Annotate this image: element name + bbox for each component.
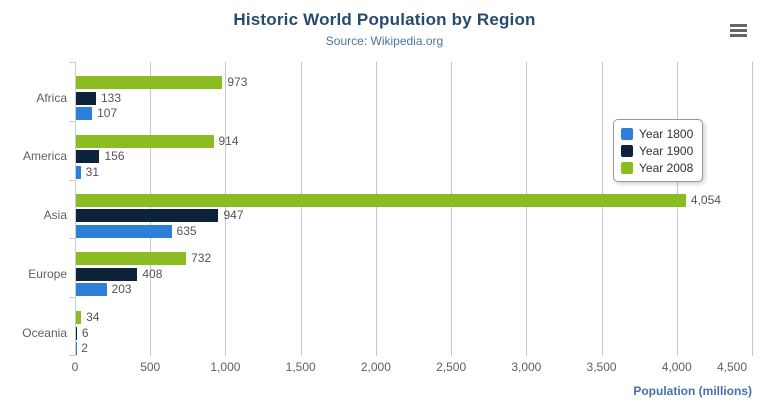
data-label: 34 bbox=[86, 310, 100, 325]
legend-label: Year 1800 bbox=[639, 126, 694, 141]
x-axis-tick-label: 4,500 bbox=[716, 360, 748, 374]
x-axis-tick-label: 1,000 bbox=[210, 360, 241, 374]
x-axis-tick-label: 2,500 bbox=[436, 360, 467, 374]
y-axis-tick bbox=[69, 238, 75, 239]
hamburger-icon bbox=[730, 23, 748, 37]
bar-asia-year-1900[interactable] bbox=[76, 209, 219, 223]
data-label: 133 bbox=[101, 90, 122, 105]
gridline bbox=[676, 62, 678, 356]
chart-title: Historic World Population by Region bbox=[233, 10, 536, 29]
category-label: Asia bbox=[43, 208, 67, 223]
legend: Year 1800 Year 1900 Year 2008 bbox=[613, 119, 704, 182]
legend-item-year-1900[interactable]: Year 1900 bbox=[621, 142, 693, 159]
y-axis-line bbox=[75, 62, 76, 356]
data-label: 973 bbox=[227, 75, 248, 89]
category-label: Europe bbox=[28, 266, 67, 281]
gridline bbox=[225, 62, 227, 356]
gridline bbox=[300, 62, 302, 356]
data-label: 408 bbox=[142, 266, 163, 281]
gridline bbox=[150, 62, 152, 356]
y-axis-tick bbox=[69, 297, 75, 298]
data-label: 156 bbox=[104, 149, 125, 164]
bar-asia-year-2008[interactable] bbox=[76, 193, 686, 207]
data-label: 6 bbox=[81, 325, 89, 340]
x-axis-tick-label: 2,000 bbox=[360, 360, 391, 374]
bar-europe-year-1800[interactable] bbox=[76, 283, 107, 297]
gridline bbox=[601, 62, 603, 356]
data-label: 203 bbox=[111, 282, 132, 297]
bar-america-year-1800[interactable] bbox=[76, 165, 81, 179]
data-label: 914 bbox=[218, 133, 239, 148]
chart-subtitle: Source: Wikipedia.org bbox=[325, 34, 444, 48]
legend-swatch-year-1800 bbox=[621, 127, 633, 140]
y-axis-tick bbox=[69, 355, 75, 356]
export-menu-button[interactable] bbox=[726, 19, 752, 41]
y-axis-tick bbox=[69, 180, 75, 181]
category-label: America bbox=[22, 149, 67, 164]
legend-swatch-year-1900 bbox=[621, 144, 633, 157]
x-axis-tick-label: 0 bbox=[71, 360, 79, 374]
data-label: 31 bbox=[85, 164, 100, 179]
x-axis-tick-label: 3,000 bbox=[511, 360, 542, 374]
bar-oceania-year-2008[interactable] bbox=[76, 311, 82, 325]
category-label: Africa bbox=[36, 90, 67, 105]
data-label: 635 bbox=[176, 223, 197, 238]
bar-oceania-year-1900[interactable] bbox=[76, 326, 77, 340]
bar-asia-year-1800[interactable] bbox=[76, 224, 172, 238]
data-label: 732 bbox=[191, 251, 212, 266]
gridline bbox=[375, 62, 377, 356]
x-axis-tick-label: 500 bbox=[140, 360, 161, 374]
legend-item-year-2008[interactable]: Year 2008 bbox=[621, 159, 693, 176]
gridline bbox=[526, 62, 528, 356]
category-label: Oceania bbox=[22, 325, 67, 340]
x-axis-tick-label: 1,500 bbox=[285, 360, 316, 374]
legend-swatch-year-2008 bbox=[621, 161, 633, 174]
x-axis-tick-label: 3,500 bbox=[586, 360, 617, 374]
bar-america-year-1900[interactable] bbox=[76, 150, 100, 164]
legend-label: Year 1900 bbox=[639, 143, 694, 158]
bar-africa-year-1900[interactable] bbox=[76, 91, 96, 105]
data-label: 107 bbox=[97, 106, 118, 120]
data-label: 4,054 bbox=[690, 192, 721, 207]
bar-europe-year-2008[interactable] bbox=[76, 252, 187, 266]
y-axis-tick bbox=[69, 62, 75, 63]
y-axis-tick bbox=[69, 121, 75, 122]
bar-america-year-2008[interactable] bbox=[76, 134, 214, 148]
data-label: 2 bbox=[81, 341, 88, 356]
data-label: 947 bbox=[223, 208, 244, 223]
legend-label: Year 2008 bbox=[639, 160, 694, 175]
x-axis-title: Population (millions) bbox=[633, 384, 752, 398]
gridline bbox=[752, 62, 753, 356]
legend-item-year-1800[interactable]: Year 1800 bbox=[621, 125, 693, 142]
plot-area: 0 500 1,000 1,500 2,000 2,500 3,000 3,500 4,000 4… bbox=[22, 62, 753, 374]
bar-africa-year-2008[interactable] bbox=[76, 76, 223, 89]
x-axis-tick-label: 4,000 bbox=[661, 360, 692, 374]
gridline bbox=[451, 62, 453, 356]
bar-europe-year-1900[interactable] bbox=[76, 267, 138, 281]
bar-africa-year-1800[interactable] bbox=[76, 107, 93, 120]
